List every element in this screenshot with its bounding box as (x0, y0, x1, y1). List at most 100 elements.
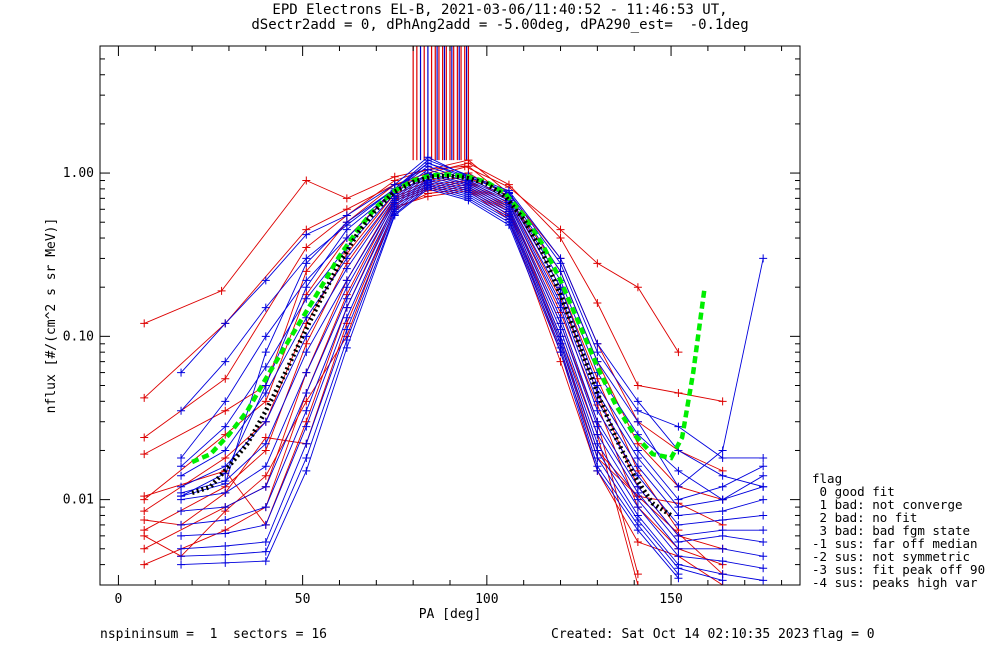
series-17-point (342, 264, 351, 273)
series-12-point (261, 276, 270, 285)
series-8-point (140, 560, 149, 569)
flag-legend-entry: 1 bad: not converge (812, 497, 963, 512)
chart-title: EPD Electrons EL-B, 2021-03-06/11:40:52 … (272, 2, 728, 18)
flag-legend-entry: -3 sus: fit peak off 90 (812, 562, 986, 577)
series-1-point (556, 234, 565, 243)
series-13-point (674, 466, 683, 475)
series-14-point (556, 283, 565, 292)
series-0-point (556, 225, 565, 234)
series-1-point (633, 381, 642, 390)
series-10-point (140, 516, 149, 525)
series-25-point (423, 184, 432, 193)
series-27-point (342, 218, 351, 227)
footer-nspin: nspininsum = 1 sectors = 16 (100, 627, 327, 642)
series-13-point (261, 303, 270, 312)
series-12-point (342, 211, 351, 220)
series-line-0 (144, 165, 679, 353)
series-line-7 (143, 181, 639, 575)
series-15-point (177, 462, 186, 471)
series-13-point (221, 357, 230, 366)
series-21-point (718, 557, 727, 566)
series-22-point (261, 520, 270, 529)
series-7-point (140, 544, 149, 553)
series-22-point (342, 313, 351, 322)
series-27-point (633, 397, 642, 406)
flag-legend-entry: 3 bad: bad fgm state (812, 523, 971, 538)
flag-legend-entry: -1 sus: far off median (812, 536, 978, 551)
flag-legend-entry: 0 good fit (812, 484, 895, 499)
series-25-point (674, 574, 683, 583)
series-22-point (302, 422, 311, 431)
series-17-point (261, 417, 270, 426)
series-19-point (261, 462, 270, 471)
series-25-point (556, 348, 565, 357)
series-27-point (759, 482, 768, 491)
series-line-21 (181, 181, 764, 569)
series-16-point (674, 511, 683, 520)
series-11-point (423, 192, 432, 201)
series-27-point (423, 156, 432, 165)
series-15-point (633, 453, 642, 462)
series-14-point (718, 482, 727, 491)
series-27-point (593, 339, 602, 348)
series-21-point (261, 503, 270, 512)
series-14-point (302, 276, 311, 285)
series-22-point (221, 529, 230, 538)
series-1-point (674, 388, 683, 397)
series-26-point (302, 283, 311, 292)
series-25-point (342, 343, 351, 352)
series-14-point (633, 446, 642, 455)
series-19-point (674, 538, 683, 547)
series-2-point (302, 243, 311, 252)
series-23-point (342, 325, 351, 334)
series-5-point (221, 453, 230, 462)
series-13-point (177, 406, 186, 415)
x-tick-label: 150 (659, 592, 682, 607)
series-26-point (759, 453, 768, 462)
footer-flag: flag = 0 (812, 627, 875, 642)
series-14-point (177, 453, 186, 462)
series-0-point (302, 176, 311, 185)
series-24-point (177, 552, 186, 561)
series-27-point (302, 259, 311, 268)
x-tick-label: 100 (475, 592, 498, 607)
x-tick-label: 50 (295, 592, 311, 607)
series-25-point (504, 221, 513, 230)
flag-legend-entry: -4 sus: peaks high var (812, 575, 978, 590)
series-5-point (140, 507, 149, 516)
series-21-point (759, 564, 768, 573)
series-25-point (593, 466, 602, 475)
series-25-point (177, 560, 186, 569)
series-19-point (221, 488, 230, 497)
y-tick-label: 0.01 (63, 493, 94, 508)
series-17-point (593, 406, 602, 415)
series-0-point (593, 259, 602, 268)
series-18-point (342, 276, 351, 285)
series-line-23 (181, 184, 723, 581)
series-3-point (302, 267, 311, 276)
series-12-point (759, 254, 768, 263)
series-17-point (556, 303, 565, 312)
flag-legend-entry: 2 bad: no fit (812, 510, 918, 525)
series-14-point (221, 397, 230, 406)
series-19-point (342, 283, 351, 292)
series-20-point (221, 503, 230, 512)
series-21-point (221, 516, 230, 525)
series-26-point (342, 225, 351, 234)
series-0-point (674, 348, 683, 357)
series-line-2 (143, 159, 723, 472)
series-15-point (302, 294, 311, 303)
series-14-point (674, 495, 683, 504)
x-axis-label: PA [deg] (419, 607, 482, 622)
series-15-point (221, 422, 230, 431)
series-25-point (221, 558, 230, 567)
series-line-22 (181, 183, 764, 581)
series-20-point (759, 552, 768, 561)
series-9-point (140, 492, 149, 501)
series-14-point (759, 462, 768, 471)
series-21-point (342, 303, 351, 312)
series-17-point (674, 520, 683, 529)
series-27-point (261, 348, 270, 357)
y-axis-label: nflux [#/(cm^2 s sr MeV)] (44, 218, 59, 414)
series-3-point (464, 162, 473, 171)
